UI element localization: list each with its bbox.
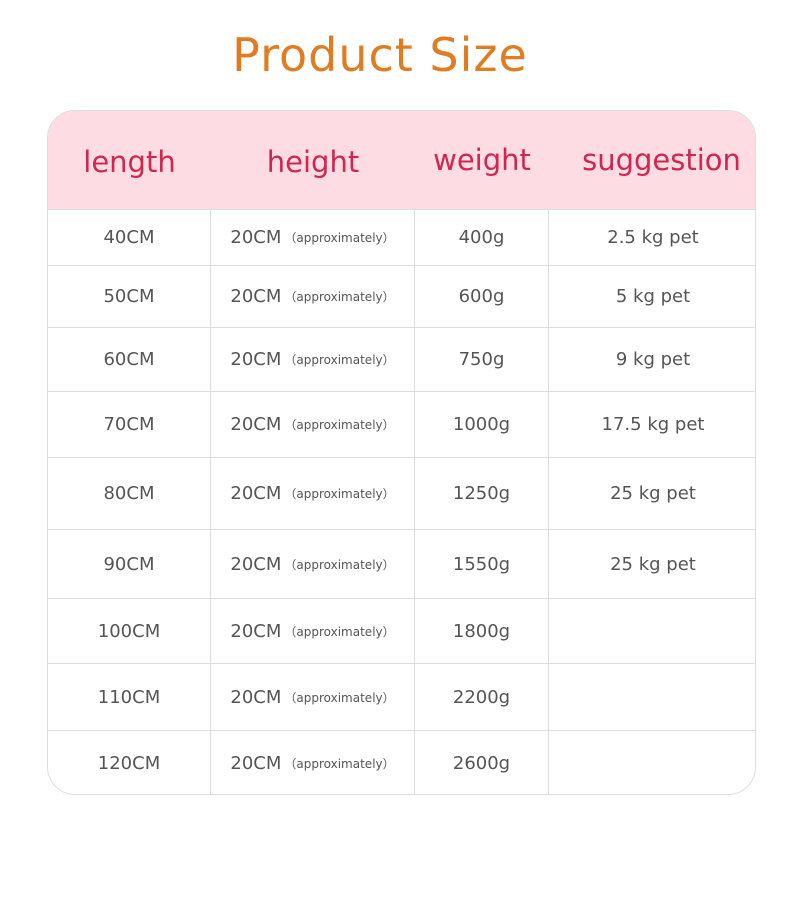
length-value: 110CM [97,686,161,708]
table-row: 50CM 20CM （approximately） 600g 5 kg pet [48,266,755,328]
weight-value: 1000g [452,414,511,435]
cell-weight: 750g [415,328,549,391]
approx-note: （approximately） [284,690,395,705]
table-row: 120CM 20CM （approximately） 2600g [48,731,755,794]
height-value: 20CM [230,483,282,504]
approx-note: （approximately） [284,230,395,245]
cell-height: 20CM （approximately） [211,599,415,663]
cell-weight: 2200g [415,664,549,730]
table-row: 80CM 20CM （approximately） 1250g 25 kg pet [48,458,755,530]
cell-weight: 1800g [415,599,549,663]
cell-weight: 1000g [415,392,549,457]
suggestion-value: 25 kg pet [610,553,696,575]
cell-suggestion [549,731,755,794]
cell-suggestion [549,599,755,663]
cell-suggestion: 2.5 kg pet [549,209,755,265]
weight-value: 1550g [452,553,511,575]
height-value: 20CM [230,686,282,708]
table-header: length height weight suggestion [48,111,755,210]
length-value: 50CM [103,286,155,307]
height-value: 20CM [230,414,282,435]
length-value: 40CM [103,226,155,248]
header-weight: weight [433,143,531,177]
cell-length: 100CM [48,599,211,663]
cell-weight: 2600g [415,731,549,794]
suggestion-value: 5 kg pet [615,286,691,307]
length-value: 120CM [97,753,161,774]
header-length: length [83,145,176,179]
cell-weight: 400g [415,209,549,265]
cell-length: 70CM [48,392,211,457]
approx-note: （approximately） [284,290,395,304]
cell-length: 40CM [48,209,211,265]
table-row: 100CM 20CM （approximately） 1800g [48,599,755,664]
weight-value: 600g [458,286,505,307]
cell-height: 20CM （approximately） [211,731,415,794]
approx-note: （approximately） [284,624,395,639]
weight-value: 1800g [452,620,511,642]
suggestion-value: 2.5 kg pet [607,226,699,248]
table-row: 110CM 20CM （approximately） 2200g [48,664,755,731]
cell-height: 20CM （approximately） [211,266,415,327]
table-row: 60CM 20CM （approximately） 750g 9 kg pet [48,328,755,392]
weight-value: 2200g [452,686,511,708]
length-value: 90CM [103,553,155,575]
cell-suggestion: 25 kg pet [549,530,755,598]
cell-suggestion: 5 kg pet [549,266,755,327]
weight-value: 1250g [452,483,511,504]
table-row: 90CM 20CM （approximately） 1550g 25 kg pet [48,530,755,599]
approx-note: （approximately） [284,757,395,771]
approx-note: （approximately） [284,557,395,572]
weight-value: 750g [458,349,505,370]
length-value: 70CM [103,414,155,435]
suggestion-value: 25 kg pet [610,483,696,504]
cell-length: 80CM [48,458,211,529]
cell-suggestion: 25 kg pet [549,458,755,529]
cell-weight: 600g [415,266,549,327]
cell-length: 50CM [48,266,211,327]
approx-note: （approximately） [284,418,395,432]
suggestion-value: 9 kg pet [615,349,691,370]
cell-suggestion [549,664,755,730]
height-value: 20CM [230,553,282,575]
height-value: 20CM [230,286,282,307]
size-table: length height weight suggestion 40CM 20C… [47,110,756,795]
cell-weight: 1550g [415,530,549,598]
cell-height: 20CM （approximately） [211,530,415,598]
header-suggestion: suggestion [582,143,741,177]
height-value: 20CM [230,349,282,370]
cell-height: 20CM （approximately） [211,392,415,457]
length-value: 100CM [97,620,161,642]
height-value: 20CM [230,620,282,642]
weight-value: 2600g [452,753,511,774]
cell-suggestion: 17.5 kg pet [549,392,755,457]
approx-note: （approximately） [284,487,395,501]
cell-length: 60CM [48,328,211,391]
suggestion-value: 17.5 kg pet [601,414,705,435]
length-value: 80CM [103,483,155,504]
header-height: height [266,145,360,179]
weight-value: 400g [458,226,505,248]
cell-length: 110CM [48,664,211,730]
table-row: 40CM 20CM （approximately） 400g 2.5 kg pet [48,209,755,266]
cell-length: 120CM [48,731,211,794]
page-title: Product Size [232,28,528,82]
cell-height: 20CM （approximately） [211,328,415,391]
height-value: 20CM [230,226,282,248]
cell-height: 20CM （approximately） [211,458,415,529]
cell-height: 20CM （approximately） [211,664,415,730]
height-value: 20CM [230,753,282,774]
length-value: 60CM [103,349,155,370]
approx-note: （approximately） [284,353,395,367]
cell-weight: 1250g [415,458,549,529]
cell-height: 20CM （approximately） [211,209,415,265]
cell-length: 90CM [48,530,211,598]
table-row: 70CM 20CM （approximately） 1000g 17.5 kg p… [48,392,755,458]
cell-suggestion: 9 kg pet [549,328,755,391]
